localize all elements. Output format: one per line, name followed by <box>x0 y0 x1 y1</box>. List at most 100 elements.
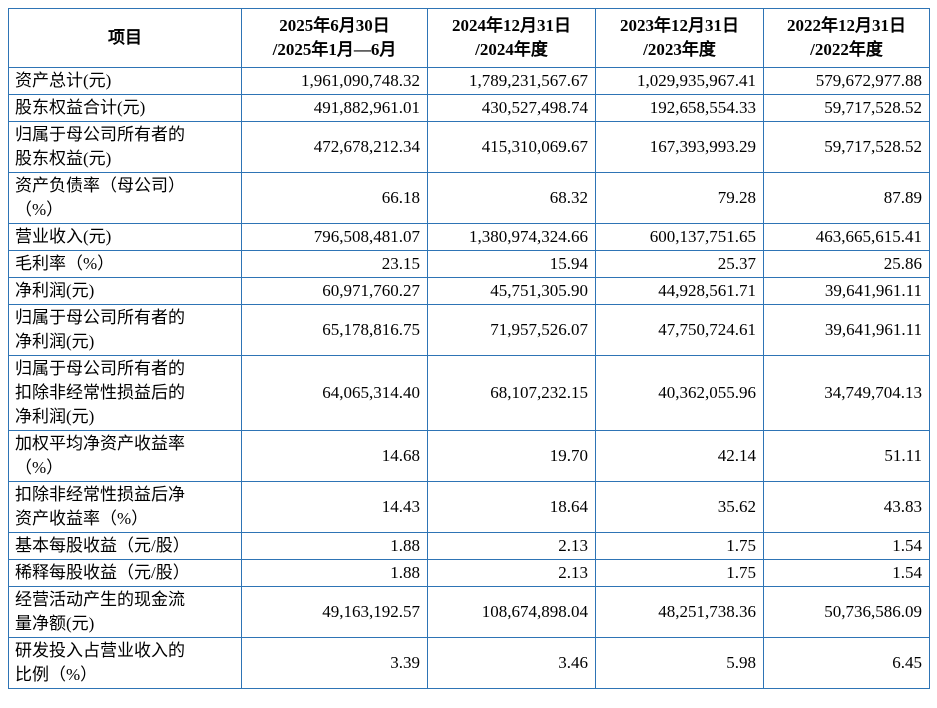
cell-value: 40,362,055.96 <box>595 355 764 431</box>
cell-value: 6.45 <box>763 637 930 689</box>
cell-value: 167,393,993.29 <box>595 121 764 173</box>
row-label: 归属于母公司所有者的 净利润(元) <box>8 304 242 356</box>
cell-value: 430,527,498.74 <box>427 94 596 122</box>
row-label: 归属于母公司所有者的 股东权益(元) <box>8 121 242 173</box>
cell-value: 1,961,090,748.32 <box>241 67 428 95</box>
cell-value: 108,674,898.04 <box>427 586 596 638</box>
cell-value: 68.32 <box>427 172 596 224</box>
cell-value: 42.14 <box>595 430 764 482</box>
table-row: 营业收入(元) 796,508,481.07 1,380,974,324.66 600… <box>8 223 930 251</box>
cell-value: 19.70 <box>427 430 596 482</box>
table-row: 股东权益合计(元) 491,882,961.01 430,527,498.74 192… <box>8 94 930 122</box>
row-label: 经营活动产生的现金流 量净额(元) <box>8 586 242 638</box>
row-label: 毛利率（%） <box>8 250 242 278</box>
cell-value: 48,251,738.36 <box>595 586 764 638</box>
cell-value: 25.37 <box>595 250 764 278</box>
cell-value: 463,665,615.41 <box>763 223 930 251</box>
cell-value: 491,882,961.01 <box>241 94 428 122</box>
header-period-span: /2024年度 <box>475 40 548 59</box>
cell-value: 600,137,751.65 <box>595 223 764 251</box>
row-label: 稀释每股收益（元/股） <box>8 559 242 587</box>
cell-value: 1.54 <box>763 532 930 560</box>
header-period-span: /2023年度 <box>643 40 716 59</box>
cell-value: 23.15 <box>241 250 428 278</box>
cell-value: 1,380,974,324.66 <box>427 223 596 251</box>
header-period-date: 2024年12月31日 <box>452 16 571 35</box>
cell-value: 579,672,977.88 <box>763 67 930 95</box>
row-label: 股东权益合计(元) <box>8 94 242 122</box>
header-period-date: 2023年12月31日 <box>620 16 739 35</box>
cell-value: 66.18 <box>241 172 428 224</box>
cell-value: 68,107,232.15 <box>427 355 596 431</box>
table-row: 扣除非经常性损益后净 资产收益率（%） 14.43 18.64 35.62 43.83 <box>8 481 930 533</box>
table-row: 归属于母公司所有者的 扣除非经常性损益后的 净利润(元) 64,065,314.4… <box>8 355 930 431</box>
header-period-2: 2024年12月31日/2024年度 <box>427 8 596 68</box>
cell-value: 1,789,231,567.67 <box>427 67 596 95</box>
cell-value: 1,029,935,967.41 <box>595 67 764 95</box>
cell-value: 44,928,561.71 <box>595 277 764 305</box>
row-label: 资产负债率（母公司） （%） <box>8 172 242 224</box>
table-row: 基本每股收益（元/股） 1.88 2.13 1.75 1.54 <box>8 532 930 560</box>
header-period-span: /2022年度 <box>810 40 883 59</box>
row-label: 基本每股收益（元/股） <box>8 532 242 560</box>
cell-value: 43.83 <box>763 481 930 533</box>
header-period-date: 2022年12月31日 <box>787 16 906 35</box>
row-label: 归属于母公司所有者的 扣除非经常性损益后的 净利润(元) <box>8 355 242 431</box>
table-header-row: 项目 2025年6月30日/2025年1月—6月 2024年12月31日/2024… <box>8 8 930 68</box>
cell-value: 3.39 <box>241 637 428 689</box>
header-period-4: 2022年12月31日/2022年度 <box>763 8 930 68</box>
row-label: 营业收入(元) <box>8 223 242 251</box>
cell-value: 39,641,961.11 <box>763 304 930 356</box>
cell-value: 34,749,704.13 <box>763 355 930 431</box>
table-row: 资产负债率（母公司） （%） 66.18 68.32 79.28 87.89 <box>8 172 930 224</box>
cell-value: 796,508,481.07 <box>241 223 428 251</box>
table-row: 资产总计(元) 1,961,090,748.32 1,789,231,567.67 1… <box>8 67 930 95</box>
cell-value: 65,178,816.75 <box>241 304 428 356</box>
cell-value: 1.75 <box>595 532 764 560</box>
cell-value: 59,717,528.52 <box>763 121 930 173</box>
cell-value: 14.43 <box>241 481 428 533</box>
cell-value: 51.11 <box>763 430 930 482</box>
cell-value: 79.28 <box>595 172 764 224</box>
cell-value: 87.89 <box>763 172 930 224</box>
cell-value: 64,065,314.40 <box>241 355 428 431</box>
row-label: 研发投入占营业收入的 比例（%） <box>8 637 242 689</box>
cell-value: 50,736,586.09 <box>763 586 930 638</box>
cell-value: 60,971,760.27 <box>241 277 428 305</box>
row-label: 加权平均净资产收益率 （%） <box>8 430 242 482</box>
cell-value: 39,641,961.11 <box>763 277 930 305</box>
table-row: 经营活动产生的现金流 量净额(元) 49,163,192.57 108,674,89… <box>8 586 930 638</box>
header-period-3: 2023年12月31日/2023年度 <box>595 8 764 68</box>
table-row: 净利润(元) 60,971,760.27 45,751,305.90 44,928,5… <box>8 277 930 305</box>
financial-summary-page: 项目 2025年6月30日/2025年1月—6月 2024年12月31日/2024… <box>8 8 930 689</box>
cell-value: 18.64 <box>427 481 596 533</box>
table-row: 归属于母公司所有者的 股东权益(元) 472,678,212.34 415,310,… <box>8 121 930 173</box>
cell-value: 2.13 <box>427 559 596 587</box>
row-label: 扣除非经常性损益后净 资产收益率（%） <box>8 481 242 533</box>
header-period-span: /2025年1月—6月 <box>272 40 397 59</box>
cell-value: 35.62 <box>595 481 764 533</box>
table-row: 研发投入占营业收入的 比例（%） 3.39 3.46 5.98 6.45 <box>8 637 930 689</box>
cell-value: 15.94 <box>427 250 596 278</box>
cell-value: 59,717,528.52 <box>763 94 930 122</box>
table-row: 毛利率（%） 23.15 15.94 25.37 25.86 <box>8 250 930 278</box>
cell-value: 1.75 <box>595 559 764 587</box>
cell-value: 5.98 <box>595 637 764 689</box>
financial-summary-table: 项目 2025年6月30日/2025年1月—6月 2024年12月31日/2024… <box>8 8 930 689</box>
header-period-1: 2025年6月30日/2025年1月—6月 <box>241 8 428 68</box>
row-label: 净利润(元) <box>8 277 242 305</box>
cell-value: 1.88 <box>241 532 428 560</box>
cell-value: 2.13 <box>427 532 596 560</box>
cell-value: 3.46 <box>427 637 596 689</box>
table-row: 加权平均净资产收益率 （%） 14.68 19.70 42.14 51.11 <box>8 430 930 482</box>
cell-value: 45,751,305.90 <box>427 277 596 305</box>
cell-value: 14.68 <box>241 430 428 482</box>
header-period-date: 2025年6月30日 <box>279 16 390 35</box>
table-row: 稀释每股收益（元/股） 1.88 2.13 1.75 1.54 <box>8 559 930 587</box>
row-label: 资产总计(元) <box>8 67 242 95</box>
cell-value: 192,658,554.33 <box>595 94 764 122</box>
cell-value: 25.86 <box>763 250 930 278</box>
cell-value: 1.88 <box>241 559 428 587</box>
cell-value: 71,957,526.07 <box>427 304 596 356</box>
cell-value: 1.54 <box>763 559 930 587</box>
